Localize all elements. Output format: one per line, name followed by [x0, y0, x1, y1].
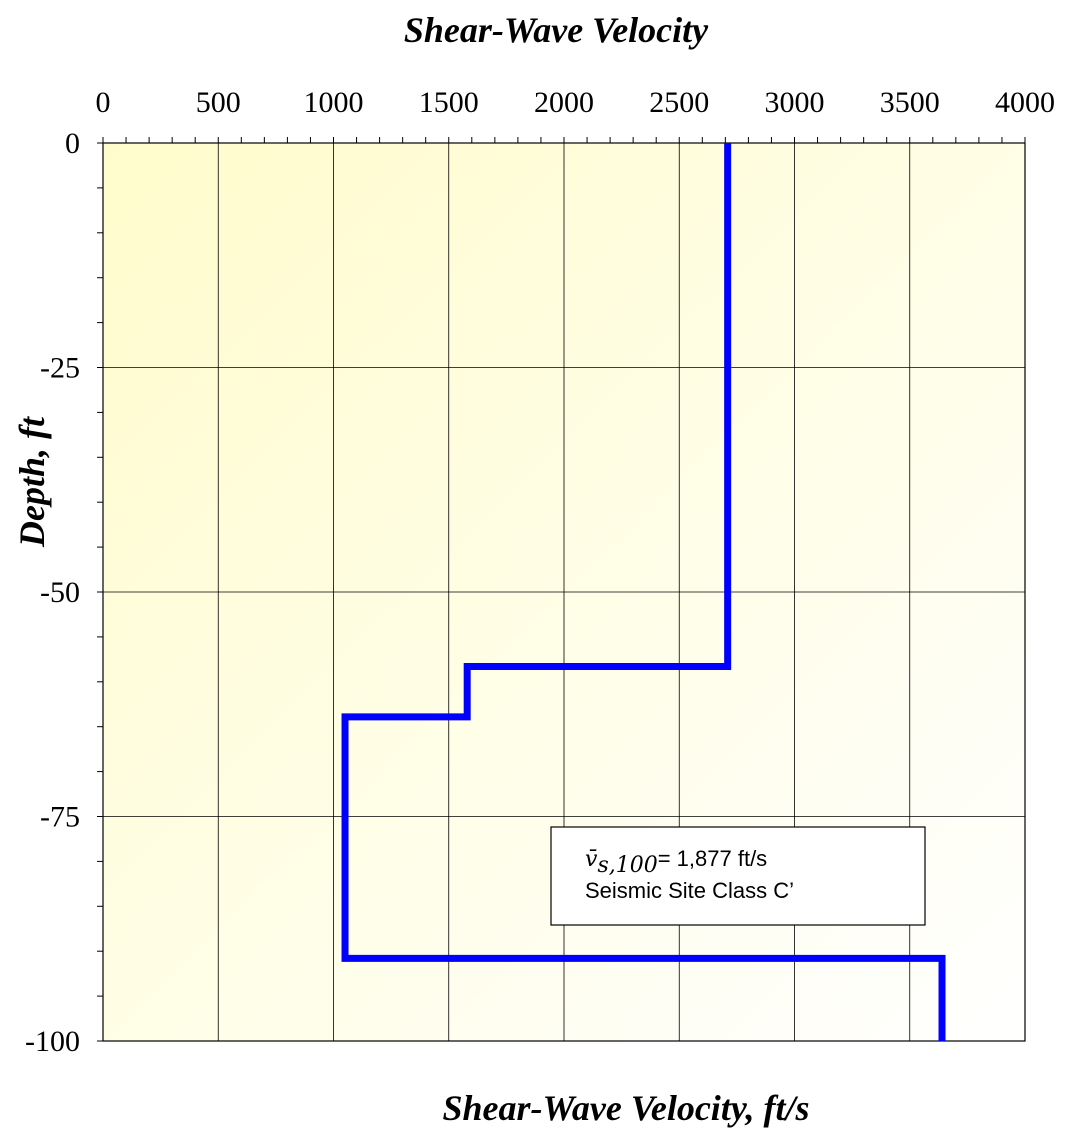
annotation-symbol: v̄ [585, 847, 598, 872]
profile-vertex [344, 957, 346, 959]
x-tick-label: 1500 [419, 86, 479, 119]
profile-vertex [466, 666, 468, 668]
profile-vertex [941, 1040, 943, 1042]
x-tick-label: 2000 [534, 86, 594, 119]
profile-vertex [941, 957, 943, 959]
annotation-box: v̄s,100= 1,877 ft/s Seismic Site Class C… [550, 826, 926, 926]
x-tick-label: 4000 [995, 86, 1055, 119]
y-tick-label: 0 [65, 127, 80, 160]
series-layer [341, 142, 946, 1042]
annotation-value: = 1,877 ft/s [658, 846, 767, 871]
profile-vertex [727, 666, 729, 668]
x-tick-labels: 0 500 1000 1500 2000 2500 3000 3500 4000 [96, 86, 1056, 119]
x-axis-label: Shear-Wave Velocity, ft/s [443, 1088, 810, 1128]
plot-frame [102, 142, 1026, 1042]
annotation-subscript: s,100 [597, 853, 657, 878]
x-tick-label: 2500 [649, 86, 709, 119]
profile-vertex [466, 716, 468, 718]
annotation-line-1: v̄s,100= 1,877 ft/s [585, 846, 767, 878]
annotation-line-2: Seismic Site Class C’ [585, 878, 794, 903]
profile-vertex [344, 716, 346, 718]
y-tick-label: -75 [40, 801, 80, 834]
minor-ticks [97, 137, 1026, 1042]
annotation-frame [550, 826, 926, 926]
x-tick-label: 500 [196, 86, 241, 119]
velocity-profile-line [341, 143, 946, 1041]
y-tick-label: -25 [40, 352, 80, 385]
y-tick-labels: 0 -25 -50 -75 -100 [25, 127, 80, 1058]
y-axis-label: Depth, ft [12, 416, 52, 548]
x-tick-label: 3500 [880, 86, 940, 119]
y-tick-label: -100 [25, 1025, 80, 1058]
x-tick-label: 1000 [304, 86, 364, 119]
x-tick-label: 0 [96, 86, 111, 119]
chart-title: Shear-Wave Velocity [404, 10, 709, 50]
profile-vertex [727, 142, 729, 144]
y-tick-label: -50 [40, 576, 80, 609]
x-tick-label: 3000 [765, 86, 825, 119]
